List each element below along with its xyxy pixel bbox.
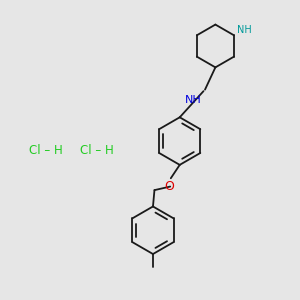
Text: NH: NH: [238, 25, 252, 35]
Text: Cl – H: Cl – H: [80, 143, 113, 157]
Text: NH: NH: [185, 95, 201, 105]
Text: O: O: [164, 180, 174, 193]
Text: Cl – H: Cl – H: [29, 143, 63, 157]
